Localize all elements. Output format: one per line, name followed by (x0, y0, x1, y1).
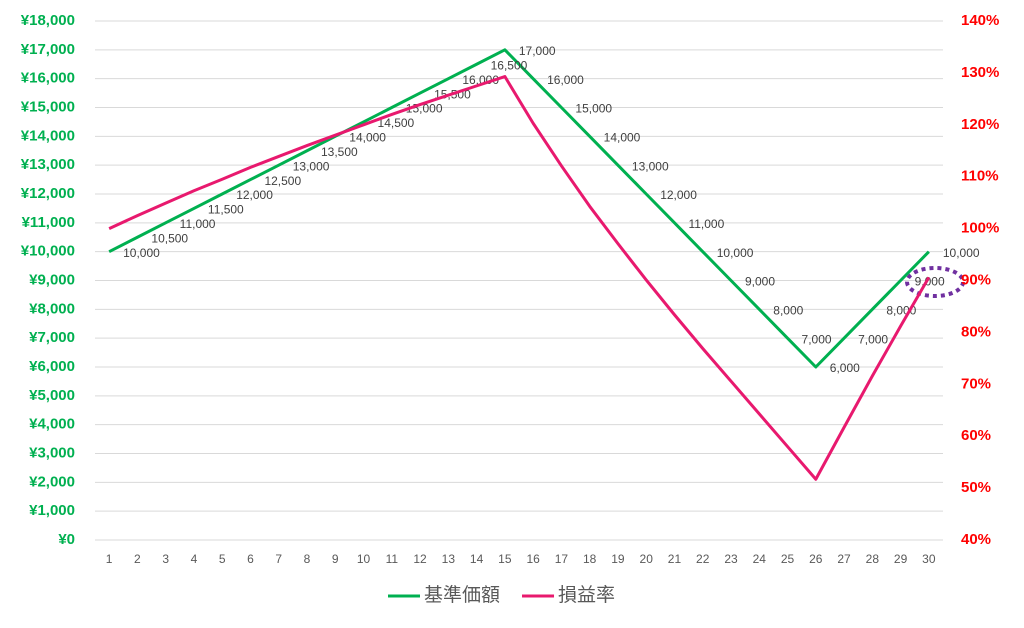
y-tick-label: ¥6,000 (29, 358, 75, 375)
x-tick-label: 7 (275, 552, 282, 566)
x-tick-label: 13 (442, 552, 456, 566)
y-tick-label: ¥5,000 (29, 387, 75, 404)
x-tick-label: 2 (134, 552, 141, 566)
y-tick-label: ¥16,000 (21, 70, 75, 87)
x-tick-label: 15 (498, 552, 512, 566)
data-label: 17,000 (519, 44, 556, 58)
x-tick-label: 21 (668, 552, 682, 566)
x-tick-label: 26 (809, 552, 823, 566)
data-label: 16,000 (462, 73, 499, 87)
series-line (108, 48, 930, 369)
x-tick-label: 3 (162, 552, 169, 566)
y2-tick-label: 60% (961, 427, 991, 444)
y2-tick-label: 80% (961, 323, 991, 340)
data-label: 7,000 (858, 332, 888, 346)
data-label: 7,000 (802, 332, 832, 346)
y-tick-label: ¥8,000 (29, 300, 75, 317)
y-tick-label: ¥17,000 (21, 41, 75, 58)
x-tick-label: 16 (526, 552, 540, 566)
data-label: 9,000 (915, 275, 945, 289)
data-label: 10,000 (717, 246, 754, 260)
x-tick-label: 1 (106, 552, 113, 566)
data-label: 14,000 (349, 131, 386, 145)
data-label: 12,000 (660, 188, 697, 202)
x-tick-label: 8 (304, 552, 311, 566)
data-label: 13,000 (632, 159, 669, 173)
data-label: 16,000 (547, 73, 584, 87)
x-tick-label: 9 (332, 552, 339, 566)
y-tick-label: ¥14,000 (21, 127, 75, 144)
y-tick-label: ¥11,000 (22, 214, 75, 231)
y-tick-label: ¥12,000 (21, 185, 75, 202)
data-label: 6,000 (830, 361, 860, 375)
y2-tick-label: 100% (961, 220, 999, 237)
y2-tick-label: 140% (961, 12, 999, 29)
highlight-ellipse (905, 266, 965, 298)
x-tick-label: 17 (555, 552, 569, 566)
data-label: 8,000 (773, 304, 803, 318)
x-tick-label: 25 (781, 552, 795, 566)
data-label: 11,000 (180, 217, 216, 231)
x-tick-label: 29 (894, 552, 908, 566)
y-tick-label: ¥0 (58, 531, 75, 548)
x-tick-label: 24 (753, 552, 767, 566)
data-label: 12,000 (236, 188, 273, 202)
x-tick-label: 10 (357, 552, 371, 566)
x-tick-label: 19 (611, 552, 625, 566)
y2-tick-label: 120% (961, 116, 999, 133)
x-tick-label: 20 (640, 552, 654, 566)
data-label: 14,500 (378, 116, 415, 130)
y2-tick-label: 50% (961, 479, 991, 496)
x-tick-label: 12 (413, 552, 427, 566)
y-tick-label: ¥2,000 (29, 473, 75, 490)
x-tick-label: 30 (922, 552, 936, 566)
legend-label: 基準価額 (424, 584, 500, 606)
y-tick-label: ¥15,000 (21, 98, 75, 115)
data-label: 10,000 (123, 246, 160, 260)
data-label: 10,000 (943, 246, 980, 260)
data-label: 12,500 (264, 174, 301, 188)
x-tick-label: 18 (583, 552, 597, 566)
y2-tick-label: 70% (961, 375, 991, 392)
y-tick-label: ¥9,000 (29, 271, 75, 288)
y-tick-label: ¥7,000 (29, 329, 75, 346)
data-label: 10,500 (151, 231, 188, 245)
data-label: 13,000 (293, 159, 330, 173)
data-label: 9,000 (745, 275, 775, 289)
x-tick-label: 14 (470, 552, 484, 566)
y-tick-label: ¥1,000 (29, 502, 75, 519)
data-label: 11,000 (688, 217, 724, 231)
x-tick-label: 23 (724, 552, 738, 566)
x-tick-label: 11 (386, 552, 399, 566)
data-label: 11,500 (208, 203, 244, 217)
y-tick-label: ¥13,000 (21, 156, 75, 173)
data-label: 13,500 (321, 145, 358, 159)
y2-tick-label: 90% (961, 271, 991, 288)
y-tick-label: ¥3,000 (29, 444, 75, 461)
data-label: 16,500 (491, 58, 528, 72)
y2-tick-label: 40% (961, 531, 991, 548)
y2-tick-label: 110% (961, 168, 999, 185)
legend-label: 損益率 (558, 584, 615, 606)
x-tick-label: 27 (837, 552, 851, 566)
x-tick-label: 5 (219, 552, 226, 566)
data-label: 14,000 (604, 131, 641, 145)
y2-tick-label: 130% (961, 64, 999, 81)
x-tick-label: 6 (247, 552, 254, 566)
y-tick-label: ¥18,000 (21, 12, 75, 29)
x-tick-label: 22 (696, 552, 710, 566)
data-label: 15,000 (575, 102, 612, 116)
y-tick-label: ¥4,000 (29, 416, 75, 433)
x-tick-label: 4 (191, 552, 198, 566)
y-tick-label: ¥10,000 (21, 243, 75, 260)
series-line (108, 75, 931, 481)
x-tick-label: 28 (866, 552, 880, 566)
